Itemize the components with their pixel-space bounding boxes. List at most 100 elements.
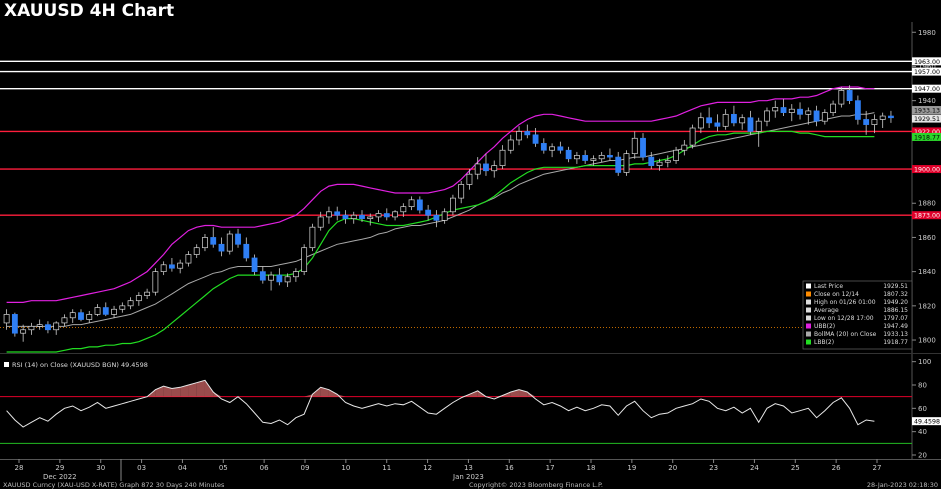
candle-down	[532, 134, 539, 144]
candle-up	[821, 112, 828, 122]
candle-up	[226, 233, 233, 252]
level-tag-label: 1957.00	[914, 69, 940, 76]
candle-up	[152, 271, 159, 293]
candle-down	[243, 243, 250, 259]
candle-down	[582, 155, 589, 161]
level-tag	[912, 67, 941, 76]
legend-label: Average	[814, 307, 839, 314]
level-tag	[912, 127, 941, 136]
legend-swatch	[806, 323, 811, 329]
candle-up	[86, 314, 93, 320]
level-tag-label: 1947.00	[914, 86, 940, 93]
candle-up	[573, 155, 580, 160]
rsi-last-tag	[912, 417, 941, 426]
candle-up	[838, 90, 845, 105]
legend-label: LBB(2)	[814, 339, 834, 346]
candle-down	[425, 209, 432, 216]
candle-down	[210, 237, 217, 245]
level-tag	[912, 57, 941, 66]
price-tick-label: 1960	[918, 63, 936, 71]
candle-down	[433, 214, 440, 221]
value-tag-label: 1918.77	[914, 134, 940, 141]
candle-up	[673, 149, 679, 161]
candle-down	[863, 119, 870, 125]
rsi-panel	[0, 355, 912, 459]
candle-up	[516, 131, 522, 141]
rsi-overbought-fill	[171, 387, 181, 397]
candle-up	[764, 110, 770, 122]
candle-up	[317, 216, 324, 228]
candle-up	[549, 146, 556, 151]
rsi-overbought-fill	[304, 394, 313, 397]
candle-up	[879, 115, 886, 120]
price-tick-label: 1820	[918, 302, 936, 310]
candle-up	[805, 110, 812, 115]
x-tick-label: 27	[873, 464, 882, 472]
candle-up	[144, 291, 151, 296]
candle-down	[854, 100, 861, 120]
level-tag-label: 1922.00	[914, 129, 940, 136]
candle-up	[94, 307, 101, 315]
candle-down	[565, 149, 572, 160]
value-tag	[912, 132, 941, 141]
rsi-overbought-fill	[469, 390, 478, 397]
rsi-overbought-fill	[180, 385, 189, 397]
candle-up	[689, 127, 696, 146]
candle-down	[342, 214, 349, 219]
candle-up	[292, 271, 299, 278]
candle-up	[466, 173, 473, 185]
level-tag	[912, 211, 941, 220]
candle-up	[160, 264, 167, 272]
x-tick-label: 17	[546, 464, 555, 472]
candle-up	[598, 155, 605, 160]
x-tick-label: 05	[219, 464, 228, 472]
candle-down	[168, 264, 175, 269]
value-tag	[912, 114, 941, 123]
candle-up	[631, 137, 638, 155]
candle-up	[202, 237, 208, 249]
rsi-legend-swatch	[4, 362, 9, 367]
x-tick-label: 18	[587, 464, 596, 472]
level-tag-label: 1963.00	[914, 59, 940, 66]
candle-up	[69, 312, 76, 319]
candle-down	[648, 156, 655, 166]
candle-down	[78, 312, 84, 320]
legend-value: 1933.13	[883, 331, 908, 338]
price-tick-label: 1980	[918, 29, 936, 37]
legend-label: Close on 12/14	[814, 291, 859, 298]
rsi-legend: RSI (14) on Close (XAUUSD BGN) 49.4598	[4, 361, 148, 369]
rsi-tick-label: 40	[918, 428, 927, 436]
legend-label: UBB(2)	[814, 323, 835, 330]
x-tick-label: 04	[178, 464, 187, 472]
candle-up	[590, 158, 597, 161]
x-tick-label: 03	[137, 464, 146, 472]
candle-up	[119, 305, 126, 310]
candle-up	[20, 329, 27, 334]
price-panel	[0, 22, 912, 352]
x-tick-label: 12	[423, 464, 432, 472]
footer-left: XAUUSD Curncy (XAU-USD X-RATE) Graph 872…	[3, 481, 225, 489]
candle-down	[218, 243, 225, 252]
candle-down	[540, 143, 547, 151]
candle-up	[499, 149, 506, 166]
footer-center: Copyright© 2023 Bloomberg Finance L.P.	[469, 481, 603, 489]
rsi-tick-label: 20	[918, 452, 927, 460]
chart-title: XAUUSD 4H Chart	[4, 1, 175, 21]
rsi-overbought-fill	[204, 380, 214, 397]
legend-value: 1947.49	[883, 323, 908, 330]
rsi-overbought-fill	[163, 386, 172, 397]
legend-swatch	[806, 307, 811, 313]
x-period-label: Jan 2023	[452, 473, 484, 481]
candle-down	[747, 117, 754, 132]
legend-box	[802, 280, 913, 350]
level-tag	[912, 165, 941, 174]
candle-down	[846, 90, 853, 102]
level-tag-label: 1873.00	[914, 213, 940, 220]
x-tick-label: 25	[791, 464, 800, 472]
candle-down	[524, 131, 531, 136]
legend-swatch	[806, 283, 811, 289]
x-period-label: Dec 2022	[43, 473, 77, 481]
candle-up	[441, 211, 448, 221]
legend-label: Last Price	[814, 283, 843, 290]
x-tick-label: 29	[55, 464, 64, 472]
